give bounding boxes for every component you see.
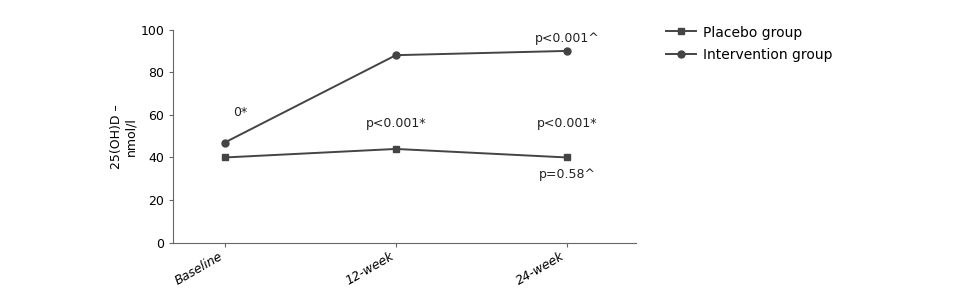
Placebo group: [390, 147, 402, 151]
Line: Placebo group: Placebo group: [221, 145, 570, 161]
Text: p=0.58^: p=0.58^: [538, 168, 595, 181]
Intervention group: [390, 53, 402, 57]
Intervention group: [561, 49, 573, 53]
Intervention group: [219, 141, 230, 144]
Y-axis label: 25(OH)D –
nmol/l: 25(OH)D – nmol/l: [110, 104, 138, 168]
Line: Intervention group: Intervention group: [221, 47, 570, 146]
Text: 0*: 0*: [233, 106, 247, 119]
Text: p<0.001^: p<0.001^: [534, 31, 600, 44]
Text: p<0.001*: p<0.001*: [366, 117, 427, 130]
Placebo group: [219, 156, 230, 159]
Legend: Placebo group, Intervention group: Placebo group, Intervention group: [665, 26, 833, 62]
Placebo group: [561, 156, 573, 159]
Text: p<0.001*: p<0.001*: [536, 117, 597, 130]
